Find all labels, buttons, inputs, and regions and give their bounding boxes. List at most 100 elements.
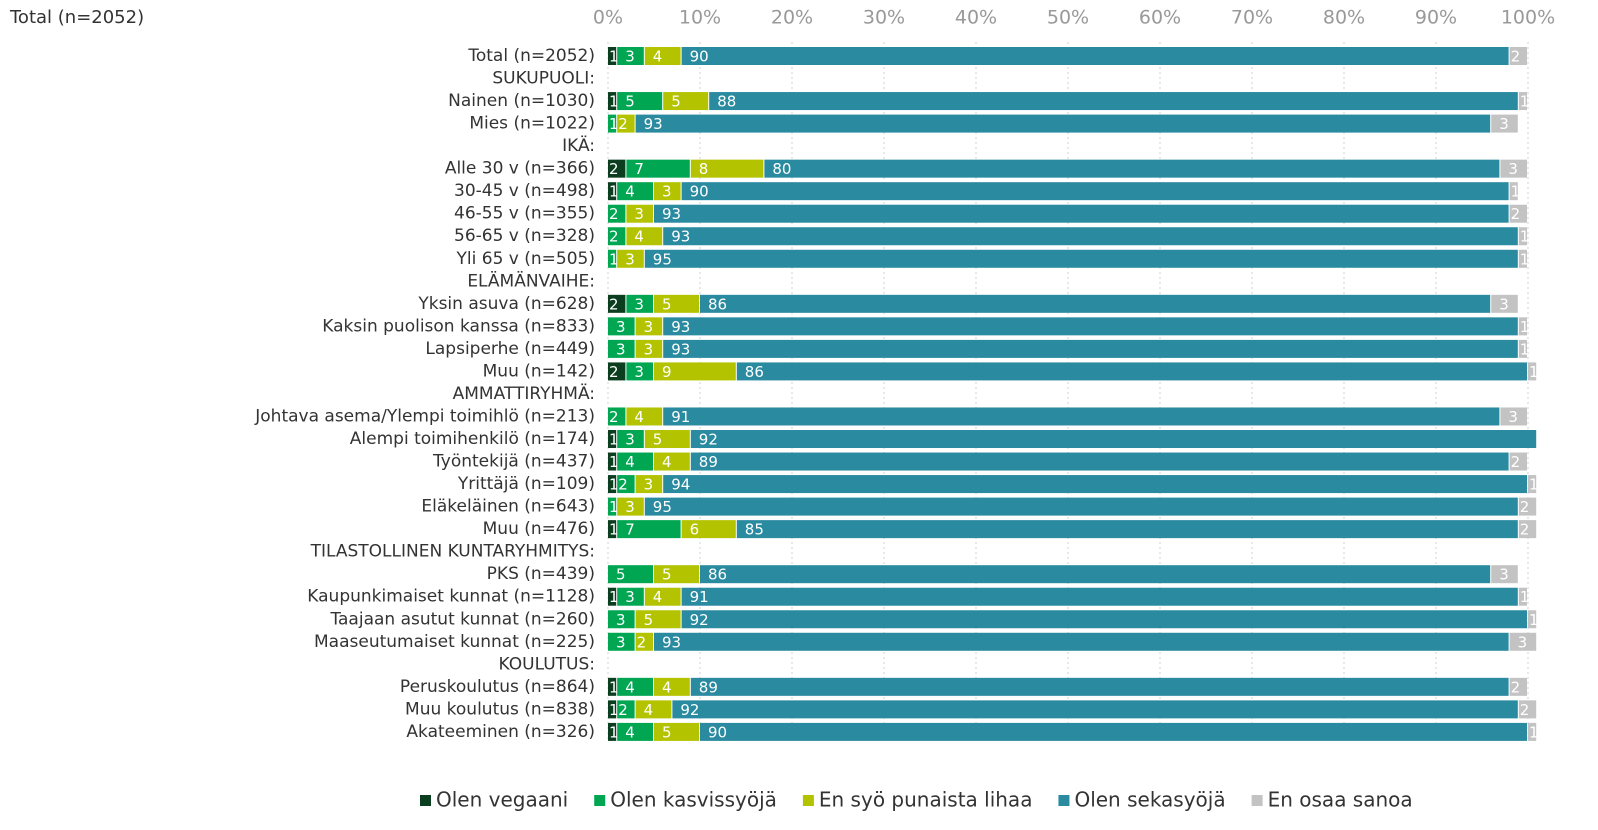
bar-segment bbox=[608, 722, 617, 741]
data-label: 2 bbox=[618, 115, 628, 133]
bar-segment bbox=[644, 497, 1518, 516]
bar-segment bbox=[608, 587, 617, 606]
bar-segment bbox=[608, 249, 617, 268]
data-label: 92 bbox=[680, 701, 699, 719]
data-label: 2 bbox=[618, 701, 628, 719]
bar-segment bbox=[608, 159, 626, 178]
category-label: TILASTOLLINEN KUNTARYHMITYS: bbox=[310, 542, 595, 562]
data-label: 2 bbox=[609, 228, 619, 246]
data-label: 93 bbox=[644, 115, 663, 133]
data-label: 1 bbox=[1529, 723, 1539, 741]
bar-segment bbox=[654, 722, 699, 741]
bar-segment bbox=[617, 475, 635, 494]
bar-segment bbox=[608, 294, 626, 313]
bar-segment bbox=[654, 362, 736, 381]
bar-segment bbox=[608, 182, 617, 201]
bar-segment bbox=[1509, 182, 1518, 201]
data-label: 1 bbox=[609, 431, 619, 449]
x-tick-label: 80% bbox=[1323, 7, 1365, 29]
data-label: 93 bbox=[671, 228, 690, 246]
data-label: 2 bbox=[637, 633, 647, 651]
bar-segment bbox=[608, 632, 635, 651]
bar-segment bbox=[608, 430, 617, 449]
data-label: 3 bbox=[1508, 160, 1518, 178]
data-label: 1 bbox=[609, 115, 619, 133]
data-label: 2 bbox=[609, 205, 619, 223]
bar-segment bbox=[1518, 339, 1527, 358]
data-label: 1 bbox=[1529, 611, 1539, 629]
data-label: 91 bbox=[671, 408, 690, 426]
category-label: Taajaan asutut kunnat (n=260) bbox=[329, 609, 595, 629]
bar-segment bbox=[644, 47, 681, 65]
data-label: 1 bbox=[609, 521, 619, 539]
bar-segment bbox=[608, 700, 617, 719]
bar-segment bbox=[663, 339, 1518, 358]
data-label: 3 bbox=[634, 363, 644, 381]
bar-segment bbox=[617, 92, 663, 111]
data-label: 3 bbox=[1508, 408, 1518, 426]
data-label: 2 bbox=[1511, 205, 1521, 223]
bar-segment bbox=[1500, 159, 1527, 178]
bar-segment bbox=[700, 722, 1527, 741]
bar-segment bbox=[654, 565, 699, 584]
data-label: 5 bbox=[671, 93, 681, 111]
bar-segment bbox=[617, 249, 644, 268]
bar-segment bbox=[663, 407, 1500, 426]
bar-segment bbox=[644, 430, 690, 449]
bar-segment bbox=[608, 475, 617, 494]
bar-segment bbox=[1518, 317, 1527, 336]
data-label: 4 bbox=[644, 701, 654, 719]
chart-title: Total (n=2052) bbox=[9, 7, 144, 28]
data-label: 88 bbox=[717, 93, 736, 111]
x-tick-label: 90% bbox=[1415, 7, 1457, 29]
data-label: 5 bbox=[644, 611, 654, 629]
data-label: 5 bbox=[662, 566, 672, 584]
data-label: 2 bbox=[1511, 453, 1521, 471]
legend-label: Olen kasvissyöjä bbox=[610, 788, 777, 812]
x-tick-label: 50% bbox=[1047, 7, 1089, 29]
category-label: Yli 65 v (n=505) bbox=[456, 249, 595, 269]
data-label: 2 bbox=[1511, 48, 1521, 66]
data-label: 3 bbox=[625, 588, 635, 606]
data-label: 6 bbox=[690, 521, 700, 539]
x-tick-label: 20% bbox=[771, 7, 813, 29]
data-label: 1 bbox=[609, 701, 619, 719]
bar-segment bbox=[608, 407, 626, 426]
data-label: 5 bbox=[662, 295, 672, 313]
category-label: Akateeminen (n=326) bbox=[406, 722, 595, 742]
data-label: 4 bbox=[625, 183, 635, 201]
bar-segment bbox=[681, 610, 1527, 629]
data-label: 90 bbox=[690, 183, 709, 201]
category-label: Kaupunkimaiset kunnat (n=1128) bbox=[307, 587, 595, 607]
category-label: 56-65 v (n=328) bbox=[454, 226, 595, 246]
data-label: 1 bbox=[609, 476, 619, 494]
bar-segment bbox=[608, 114, 617, 133]
data-label: 2 bbox=[1511, 678, 1521, 696]
bar-segment bbox=[635, 114, 1491, 133]
data-label: 1 bbox=[609, 48, 619, 66]
legend-label: En syö punaista lihaa bbox=[819, 788, 1033, 812]
data-label: 3 bbox=[625, 48, 635, 66]
bar-segment bbox=[635, 632, 653, 651]
x-tick-label: 10% bbox=[679, 7, 721, 29]
data-label: 93 bbox=[662, 205, 681, 223]
data-label: 3 bbox=[644, 476, 654, 494]
data-label: 90 bbox=[690, 48, 709, 66]
legend-swatch bbox=[420, 795, 431, 806]
data-label: 1 bbox=[609, 183, 619, 201]
category-label: PKS (n=439) bbox=[487, 564, 595, 584]
bar-segment bbox=[608, 362, 626, 381]
bar-segment bbox=[617, 677, 653, 696]
legend-swatch bbox=[1058, 795, 1070, 806]
data-label: 5 bbox=[616, 566, 626, 584]
bar-segment bbox=[617, 520, 681, 539]
bar-segment bbox=[690, 159, 764, 178]
category-label: Lapsiperhe (n=449) bbox=[425, 339, 595, 359]
category-label: Alle 30 v (n=366) bbox=[445, 159, 595, 179]
category-label: Työntekijä (n=437) bbox=[432, 452, 595, 472]
category-label: Maaseutumaiset kunnat (n=225) bbox=[314, 632, 595, 652]
bar-segment bbox=[1528, 610, 1537, 629]
bar-segment bbox=[635, 339, 663, 358]
data-label: 85 bbox=[745, 521, 764, 539]
bar-segment bbox=[1491, 294, 1518, 313]
